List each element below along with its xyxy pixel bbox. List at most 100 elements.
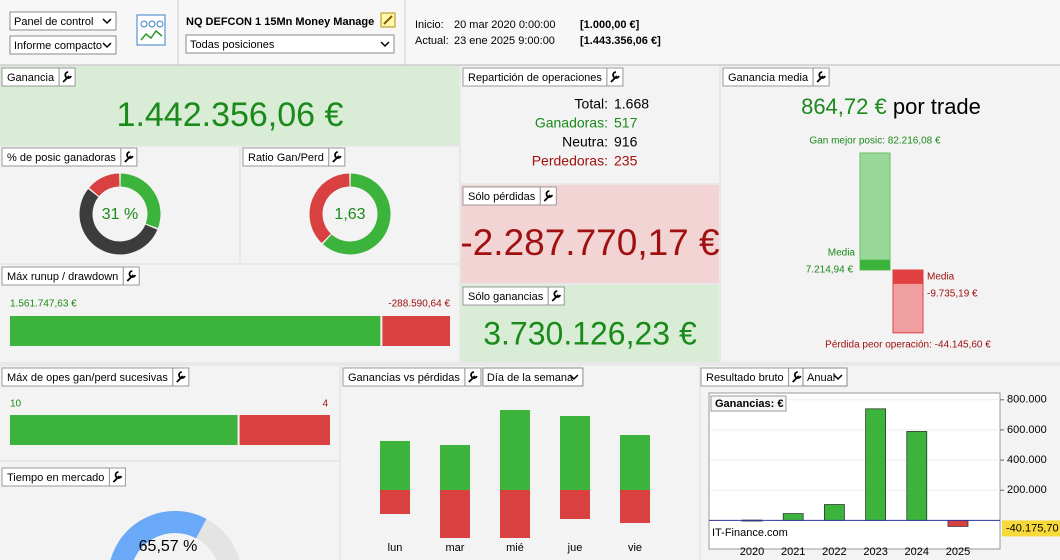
settings-button[interactable] bbox=[539, 186, 557, 206]
drawdown-bar bbox=[382, 316, 450, 346]
tab-title: Ratio Gan/Perd bbox=[248, 152, 324, 164]
settings-button[interactable] bbox=[812, 67, 830, 87]
settings-button[interactable] bbox=[58, 67, 76, 87]
wrench-icon bbox=[62, 71, 72, 83]
dropdown-arrow bbox=[102, 42, 112, 49]
wrench-icon bbox=[610, 71, 620, 83]
wrench-icon bbox=[332, 151, 342, 163]
dropdown[interactable]: Todas posiciones bbox=[185, 34, 395, 54]
last-value-box bbox=[1002, 520, 1060, 537]
best-label: Gan mejor posic: 82.216,08 € bbox=[809, 136, 941, 147]
dropdown[interactable]: Informe compacto bbox=[9, 35, 117, 55]
dropdown-value: Día de la semana bbox=[487, 372, 574, 384]
dropdown-arrow bbox=[569, 374, 579, 381]
current-equity: [1.443.356,06 €] bbox=[580, 35, 661, 47]
wrench-icon bbox=[112, 471, 123, 483]
gains-value: 3.730.126,23 € bbox=[483, 315, 697, 351]
drawdown-label: -288.590,64 € bbox=[388, 299, 450, 310]
donut-label: 1,63 bbox=[334, 206, 365, 223]
loss-bar bbox=[560, 490, 590, 519]
loss-bar bbox=[620, 490, 650, 523]
dropdown-arrow bbox=[380, 41, 390, 48]
avg-loss-bar bbox=[893, 270, 923, 284]
x-tick-label: mar bbox=[446, 542, 465, 554]
tab-title: Sólo pérdidas bbox=[468, 191, 536, 203]
runup-label: 1.561.747,63 € bbox=[10, 299, 77, 310]
dropdown-value: Informe compacto bbox=[14, 40, 102, 52]
loss-streak-bar bbox=[239, 415, 330, 445]
split-value: 1.668 bbox=[614, 96, 649, 112]
x-tick-label: lun bbox=[388, 542, 403, 554]
gain-bar bbox=[620, 435, 650, 490]
panel-tab: % de posic ganadoras bbox=[1, 147, 138, 167]
wrench-icon bbox=[543, 190, 554, 202]
dropdown[interactable]: Panel de control bbox=[9, 11, 117, 31]
gain-bar bbox=[380, 441, 410, 490]
loss-streak-label: 4 bbox=[322, 399, 328, 410]
x-tick-label: vie bbox=[628, 542, 642, 554]
edit-icon[interactable] bbox=[380, 12, 396, 28]
tab-title: Ganancia bbox=[7, 72, 55, 84]
avg-win-label: 7.214,94 € bbox=[806, 265, 854, 276]
settings-button[interactable] bbox=[328, 147, 346, 167]
x-tick-label: 2025 bbox=[946, 546, 970, 558]
worst-label: Pérdida peor operación: -44.145,60 € bbox=[825, 340, 991, 351]
year-bar bbox=[865, 408, 886, 521]
settings-button[interactable] bbox=[788, 367, 806, 387]
donut-segment bbox=[79, 188, 158, 255]
x-tick-label: jue bbox=[567, 542, 583, 554]
panel-tab: Ratio Gan/Perd bbox=[242, 147, 346, 167]
current-label: Actual: bbox=[415, 35, 449, 47]
win-streak-label: 10 bbox=[10, 399, 22, 410]
dropdown-value: Anual bbox=[807, 372, 835, 384]
panel-tab: Ganancias vs pérdidas bbox=[342, 367, 482, 387]
settings-button[interactable] bbox=[120, 147, 138, 167]
year-bar bbox=[824, 504, 845, 521]
start-equity: [1.000,00 €] bbox=[580, 19, 640, 31]
runup-bar bbox=[10, 316, 381, 346]
wrench-icon bbox=[792, 371, 802, 383]
tab-title: Repartición de operaciones bbox=[468, 72, 602, 84]
win-streak-bar bbox=[10, 415, 238, 445]
dropdown[interactable]: Día de la semana bbox=[482, 367, 584, 387]
gauge-value bbox=[110, 511, 207, 560]
tab-title: Resultado bruto bbox=[706, 372, 784, 384]
panel-tab: Sólo pérdidas bbox=[462, 186, 557, 206]
icon-part bbox=[156, 20, 164, 28]
settings-button[interactable] bbox=[108, 467, 126, 487]
tab-title: % de posic ganadoras bbox=[7, 152, 116, 164]
avg-profit-value: 864,72 € bbox=[801, 94, 887, 119]
panel-tab: Máx de opes gan/perd sucesivas bbox=[1, 367, 190, 387]
dropdown-box bbox=[482, 367, 584, 387]
watermark: IT-Finance.com bbox=[712, 527, 788, 539]
settings-button[interactable] bbox=[172, 367, 190, 387]
settings-button[interactable] bbox=[606, 67, 624, 87]
donut-segment bbox=[322, 173, 391, 255]
avg-win-caption: Media bbox=[828, 248, 856, 259]
tab-title: Ganancia media bbox=[728, 72, 809, 84]
dropdown-box bbox=[185, 34, 395, 54]
legend-box bbox=[710, 395, 787, 412]
panel-tab: Tiempo en mercado bbox=[1, 467, 126, 487]
losses-value: -2.287.770,17 € bbox=[460, 222, 720, 263]
year-bar bbox=[947, 520, 969, 527]
avg-loss-caption: Media bbox=[927, 272, 955, 283]
edit-icon-pen bbox=[383, 15, 393, 25]
dropdown[interactable]: Anual bbox=[802, 367, 848, 387]
tab-title: Ganancias vs pérdidas bbox=[348, 372, 460, 384]
y-tick-label: 200.000 bbox=[1007, 484, 1047, 496]
app-icon[interactable] bbox=[136, 14, 166, 46]
strategy-name: NQ DEFCON 1 15Mn Money Manage bbox=[186, 16, 374, 28]
settings-button[interactable] bbox=[464, 367, 482, 387]
split-label: Neutra: bbox=[562, 134, 608, 150]
start-date: 20 mar 2020 0:00:00 bbox=[454, 19, 556, 31]
y-tick-label: 400.000 bbox=[1007, 454, 1047, 466]
settings-button[interactable] bbox=[122, 266, 140, 286]
toolbar bbox=[0, 0, 1060, 65]
settings-button[interactable] bbox=[547, 286, 565, 306]
wrench-icon bbox=[468, 371, 478, 383]
x-tick-label: 2021 bbox=[781, 546, 805, 558]
wrench-icon bbox=[126, 270, 137, 282]
dropdown-arrow bbox=[833, 374, 843, 381]
avg-loss-label: -9.735,19 € bbox=[927, 289, 978, 300]
